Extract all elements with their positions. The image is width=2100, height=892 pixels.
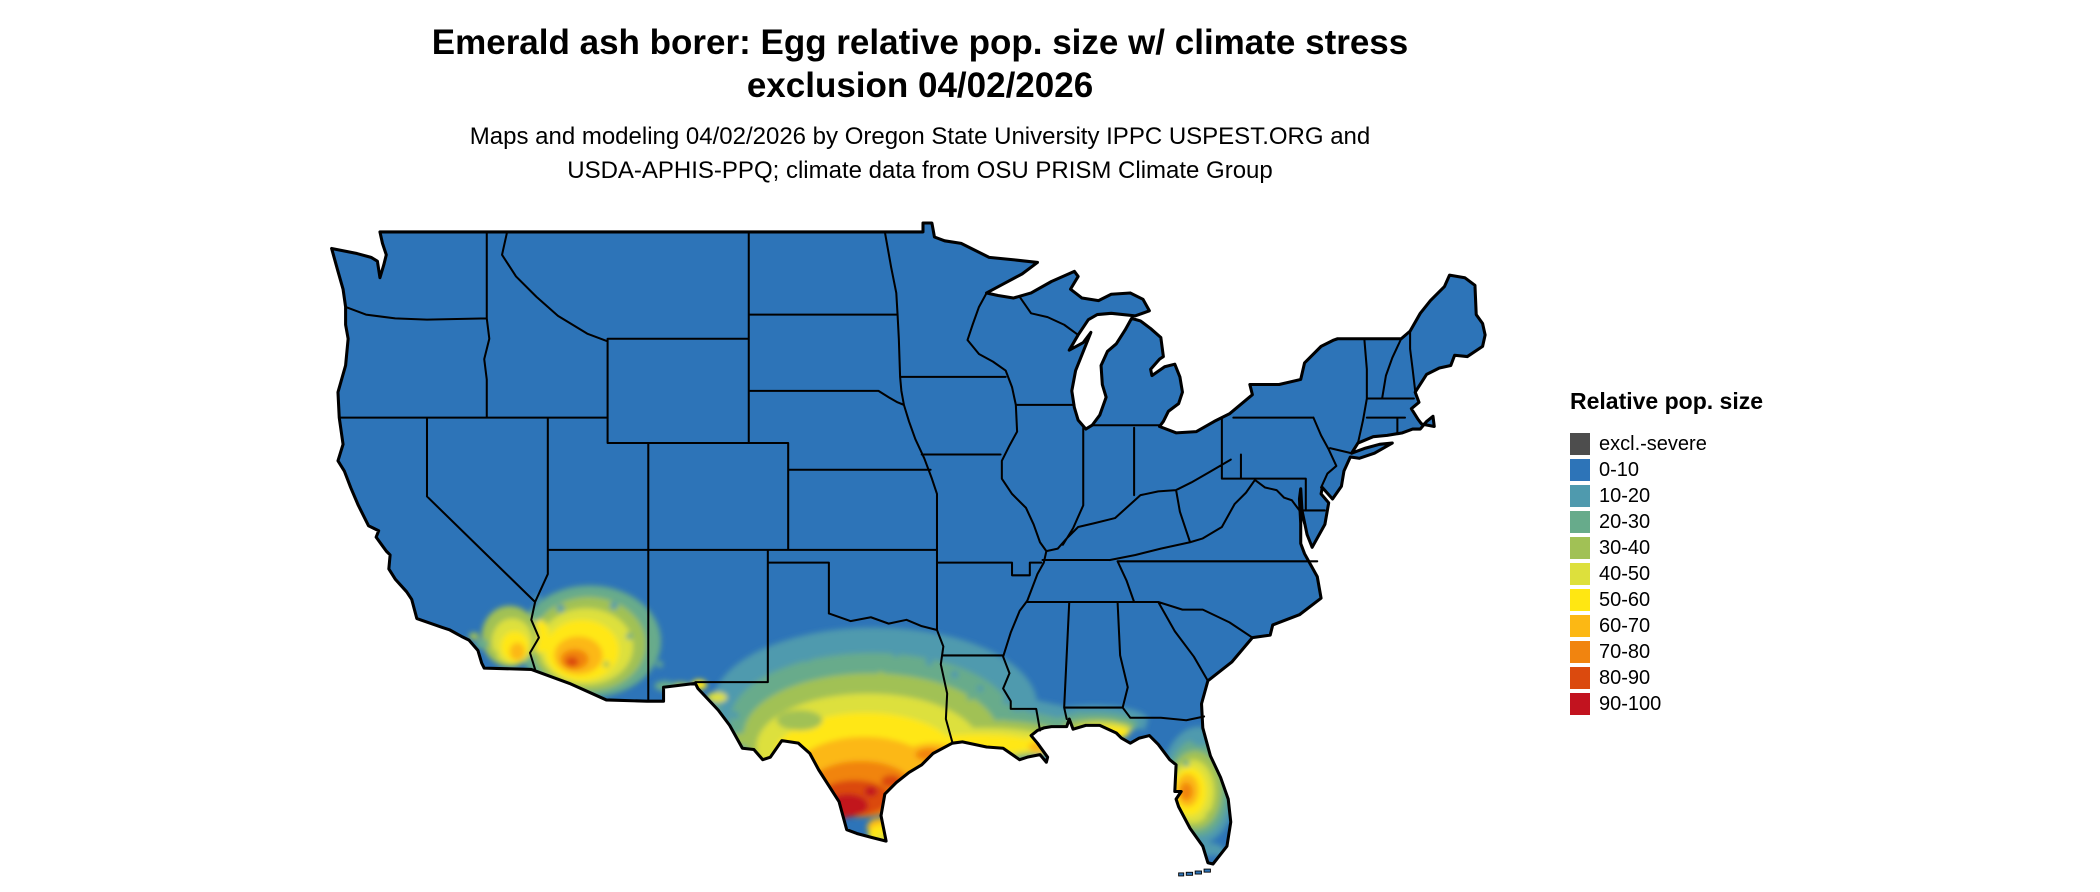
- legend-swatch: [1570, 615, 1590, 637]
- figure-subtitle-line2: USDA-APHIS-PPQ; climate data from OSU PR…: [567, 156, 1273, 184]
- legend-swatch: [1570, 667, 1590, 689]
- legend-label: 0-10: [1599, 459, 1640, 481]
- legend-label: 70-80: [1599, 641, 1651, 663]
- legend-label: 50-60: [1599, 589, 1651, 611]
- legend-label: excl.-severe: [1599, 433, 1707, 455]
- legend-item: 80-90: [1570, 665, 1763, 691]
- legend: Relative pop. size excl.-severe 0-10 10-20…: [1570, 388, 1763, 717]
- legend-swatch: [1570, 511, 1590, 533]
- legend-swatch: [1570, 433, 1590, 455]
- legend-label: 10-20: [1599, 485, 1651, 507]
- florida-keys: [1178, 868, 1211, 877]
- legend-swatch: [1570, 589, 1590, 611]
- legend-title: Relative pop. size: [1570, 388, 1764, 414]
- figure-title-line1: Emerald ash borer: Egg relative pop. siz…: [431, 23, 1409, 62]
- state-borders: [338, 230, 1417, 743]
- legend-item: 60-70: [1570, 613, 1763, 639]
- legend-swatch: [1570, 459, 1590, 481]
- legend-item: excl.-severe: [1570, 431, 1763, 457]
- legend-item: 40-50: [1570, 561, 1763, 587]
- legend-swatch: [1570, 537, 1590, 559]
- legend-swatch: [1570, 641, 1590, 663]
- legend-label: 30-40: [1599, 537, 1651, 559]
- legend-label: 90-100: [1599, 693, 1662, 715]
- legend-item: 50-60: [1570, 587, 1763, 613]
- legend-item: 30-40: [1570, 535, 1763, 561]
- legend-swatch: [1570, 485, 1590, 507]
- legend-label: 20-30: [1599, 511, 1651, 533]
- legend-label: 80-90: [1599, 667, 1651, 689]
- legend-item: 20-30: [1570, 509, 1763, 535]
- legend-items: excl.-severe 0-10 10-20 20-30 30-40 40-50 50-6…: [1570, 431, 1763, 717]
- legend-item: 70-80: [1570, 639, 1763, 665]
- legend-label: 60-70: [1599, 615, 1651, 637]
- legend-item: 10-20: [1570, 483, 1763, 509]
- legend-item: 90-100: [1570, 691, 1763, 717]
- figure-subtitle-line1: Maps and modeling 04/02/2026 by Oregon S…: [469, 123, 1371, 150]
- legend-swatch: [1570, 563, 1590, 585]
- legend-swatch: [1570, 693, 1590, 715]
- figure-title-line2: exclusion 04/02/2026: [746, 65, 1094, 105]
- legend-item: 0-10: [1570, 457, 1763, 483]
- figure-subtitle: Maps and modeling 04/02/2026 by Oregon S…: [470, 120, 1370, 187]
- us-map: [330, 221, 1487, 877]
- legend-label: 40-50: [1599, 563, 1651, 585]
- figure-title: Emerald ash borer: Egg relative pop. siz…: [432, 22, 1408, 107]
